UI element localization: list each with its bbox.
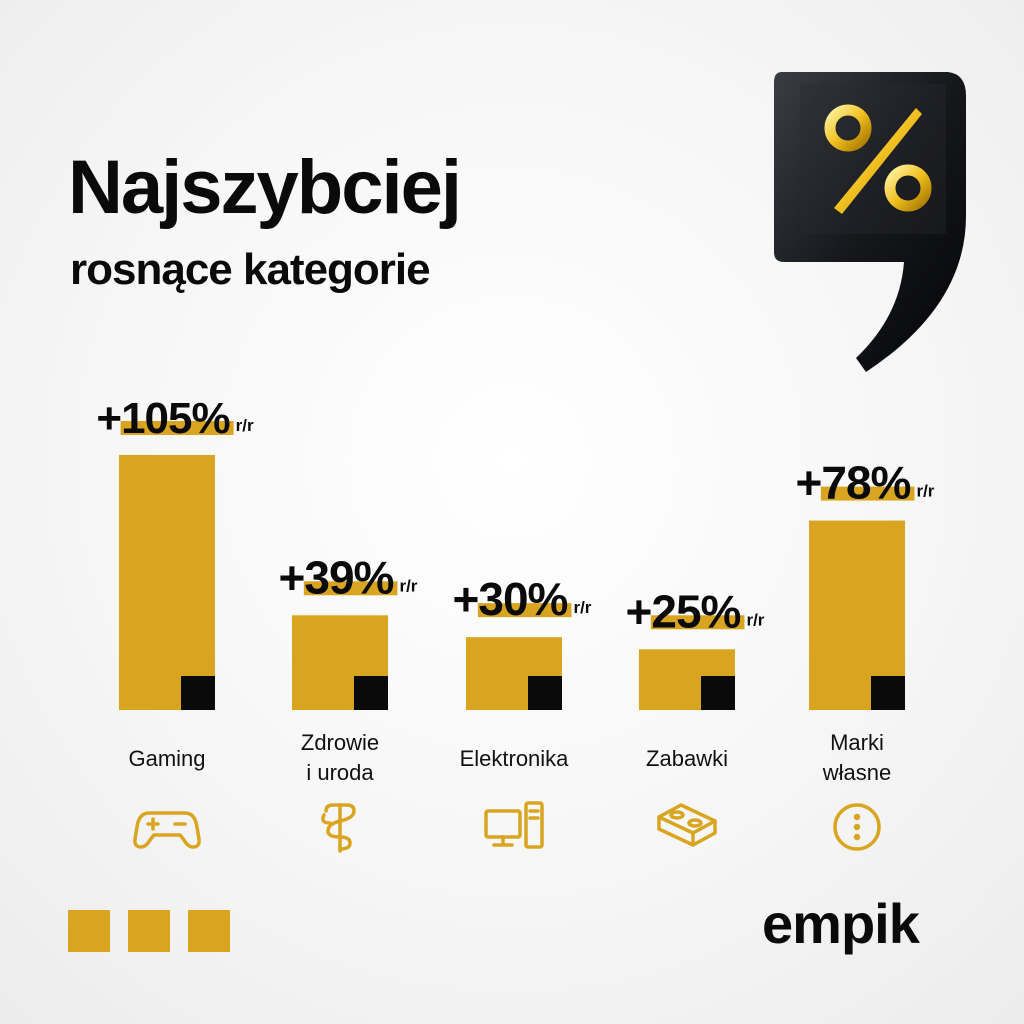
bar-corner-2	[528, 676, 562, 710]
computer-icon	[484, 801, 544, 849]
more-dots-icon	[833, 803, 881, 851]
empik-logo: empik	[762, 892, 920, 955]
value-label-4: +78%	[796, 457, 911, 509]
value-highlight-2	[477, 603, 572, 618]
category-label-4-1: własne	[822, 760, 891, 785]
category-label-1-0: Zdrowie	[301, 730, 379, 755]
health-symbol-icon	[321, 803, 356, 853]
gamepad-icon	[133, 811, 201, 849]
category-label-0-0: Gaming	[128, 746, 205, 771]
value-highlight-0	[120, 421, 234, 435]
bar-corner-1	[354, 676, 388, 710]
chart-title-line2: rosnące kategorie	[70, 245, 431, 294]
value-suffix-3: r/r	[746, 610, 764, 629]
value-label-0: +105%	[96, 394, 229, 443]
category-label-4-0: Marki	[830, 730, 884, 755]
value-highlight-3	[650, 615, 745, 630]
value-highlight-4	[820, 486, 915, 501]
bar-corner-0	[181, 676, 215, 710]
value-suffix-2: r/r	[573, 598, 591, 617]
decor-square-2	[128, 910, 170, 952]
value-suffix-1: r/r	[399, 576, 417, 595]
value-highlight-1	[303, 581, 398, 596]
chart-title-line1: Najszybciej	[68, 145, 462, 230]
category-label-1-1: i uroda	[306, 760, 374, 785]
decor-square-3	[188, 910, 230, 952]
value-suffix-0: r/r	[236, 416, 254, 435]
bar-corner-3	[701, 676, 735, 710]
value-label-2: +30%	[453, 573, 568, 625]
value-label-3: +25%	[626, 585, 741, 637]
bar-corner-4	[871, 676, 905, 710]
category-label-3-0: Zabawki	[646, 746, 728, 771]
value-label-1: +39%	[279, 551, 394, 603]
value-suffix-4: r/r	[916, 482, 934, 501]
percent-comma-icon	[774, 72, 966, 372]
decor-square-1	[68, 910, 110, 952]
category-label-2-0: Elektronika	[460, 746, 570, 771]
bar-0	[119, 455, 215, 710]
toy-brick-icon	[657, 803, 717, 847]
